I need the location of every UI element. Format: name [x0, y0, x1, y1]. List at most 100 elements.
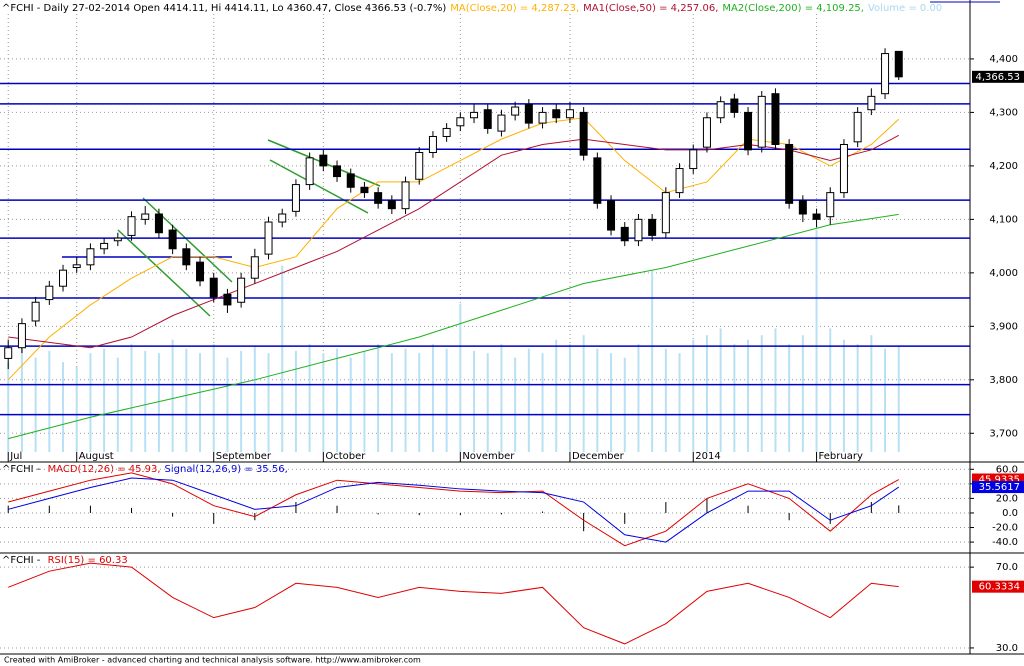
- volume-bar: [897, 346, 900, 452]
- volume-bar: [48, 350, 51, 452]
- candle-body: [607, 200, 616, 231]
- value-box-label: 45.9335: [979, 475, 1020, 486]
- volume-bar: [637, 344, 640, 452]
- candle-body: [415, 152, 424, 180]
- candle-body: [689, 149, 698, 170]
- volume-bar: [212, 344, 215, 452]
- panel-title: ^FCHI - RSI(15) = 60.33: [2, 555, 128, 566]
- value-box-label: 35.5617: [979, 482, 1020, 493]
- y-tick-label: 0.0: [1002, 508, 1018, 519]
- volume-bar: [568, 344, 571, 452]
- volume-bar: [20, 344, 23, 452]
- y-tick-label: -20.0: [992, 523, 1018, 534]
- volume-bar: [459, 303, 462, 452]
- volume-bar: [555, 339, 558, 452]
- volume-bar: [651, 270, 654, 452]
- candle-body: [675, 168, 684, 194]
- trend-line: [269, 159, 369, 214]
- volume-bar: [527, 348, 530, 452]
- title-part: ^FCHI - Daily 27-02-2014 Open 4414.11, H…: [2, 3, 446, 14]
- volume-bar: [623, 357, 626, 452]
- volume-bar: [500, 344, 503, 452]
- candle-body: [360, 186, 369, 194]
- volume-bar: [445, 348, 448, 452]
- volume-bar: [582, 335, 585, 452]
- volume-bar: [719, 328, 722, 452]
- volume-bar: [130, 344, 133, 452]
- volume-bar: [815, 229, 818, 452]
- candle-body: [333, 165, 342, 178]
- volume-bar: [678, 353, 681, 452]
- y-tick-label: 30.0: [996, 643, 1018, 654]
- candle-body: [524, 103, 533, 124]
- candle-body: [17, 323, 26, 349]
- candle-body: [59, 269, 68, 287]
- y-tick-label: 70.0: [996, 562, 1018, 573]
- value-box-label: 4,366.53: [975, 72, 1020, 83]
- volume-bar: [747, 339, 750, 452]
- volume-bar: [514, 357, 517, 452]
- x-tick-label: Jul: [9, 451, 22, 462]
- title-part: RSI(15) = 60.33: [48, 555, 128, 566]
- candle-body: [250, 256, 259, 279]
- volume-bar: [692, 339, 695, 452]
- volume-bar: [185, 348, 188, 452]
- candle-body: [538, 111, 547, 124]
- candle-body: [894, 50, 903, 78]
- candle-body: [346, 173, 355, 188]
- volume-bar: [226, 357, 229, 452]
- x-tick-label: February: [819, 451, 863, 462]
- x-tick-label: December: [572, 451, 625, 462]
- candle-body: [72, 264, 81, 268]
- volume-bar: [281, 265, 284, 452]
- y-tick-label: 4,200: [989, 161, 1018, 172]
- volume-bar: [349, 357, 352, 452]
- candle-body: [771, 93, 780, 145]
- y-tick-label: 4,000: [989, 268, 1018, 279]
- y-tick-label: 60.0: [996, 464, 1018, 475]
- volume-bar: [664, 348, 667, 452]
- volume-bar: [733, 344, 736, 452]
- volume-bar: [171, 339, 174, 452]
- candle-body: [839, 143, 848, 194]
- volume-bar: [75, 366, 78, 452]
- candle-body: [661, 192, 670, 234]
- candle-body: [31, 301, 40, 322]
- candle-body: [209, 277, 218, 298]
- candle-body: [730, 98, 739, 113]
- title-part: MA1(Close,50) = 4,257.06,: [583, 3, 718, 14]
- y-tick-label: 20.0: [996, 493, 1018, 504]
- candle-body: [565, 109, 574, 119]
- candle-body: [196, 261, 205, 282]
- volume-bar: [829, 328, 832, 452]
- candle-body: [497, 114, 506, 132]
- moving-average-line: [8, 213, 899, 440]
- volume-bar: [103, 348, 106, 452]
- candle-body: [798, 200, 807, 215]
- candle-body: [278, 213, 287, 223]
- value-box: [972, 580, 1024, 593]
- candle-body: [141, 213, 150, 220]
- candle-body: [702, 117, 711, 148]
- candle-body: [305, 157, 314, 186]
- candle-body: [511, 106, 520, 116]
- title-part: Volume = 0.00: [868, 3, 942, 14]
- candle-body: [387, 200, 396, 210]
- volume-bar: [884, 348, 887, 452]
- volume-bar: [336, 348, 339, 452]
- candle-body: [826, 192, 835, 218]
- candle-body: [428, 135, 437, 154]
- value-box: [972, 70, 1024, 83]
- candle-body: [127, 216, 136, 236]
- candle-body: [264, 221, 273, 255]
- y-tick-label: 3,800: [989, 375, 1018, 386]
- x-tick-label: November: [462, 451, 515, 462]
- candle-body: [401, 181, 410, 210]
- y-tick-label: 4,400: [989, 54, 1018, 65]
- candle-body: [442, 127, 451, 137]
- candle-body: [812, 213, 821, 220]
- candle-body: [100, 242, 109, 250]
- title-part: ^FCHI -: [2, 555, 44, 566]
- panel-title: ^FCHI - Daily 27-02-2014 Open 4414.11, H…: [2, 3, 942, 14]
- x-tick-label: September: [216, 451, 272, 462]
